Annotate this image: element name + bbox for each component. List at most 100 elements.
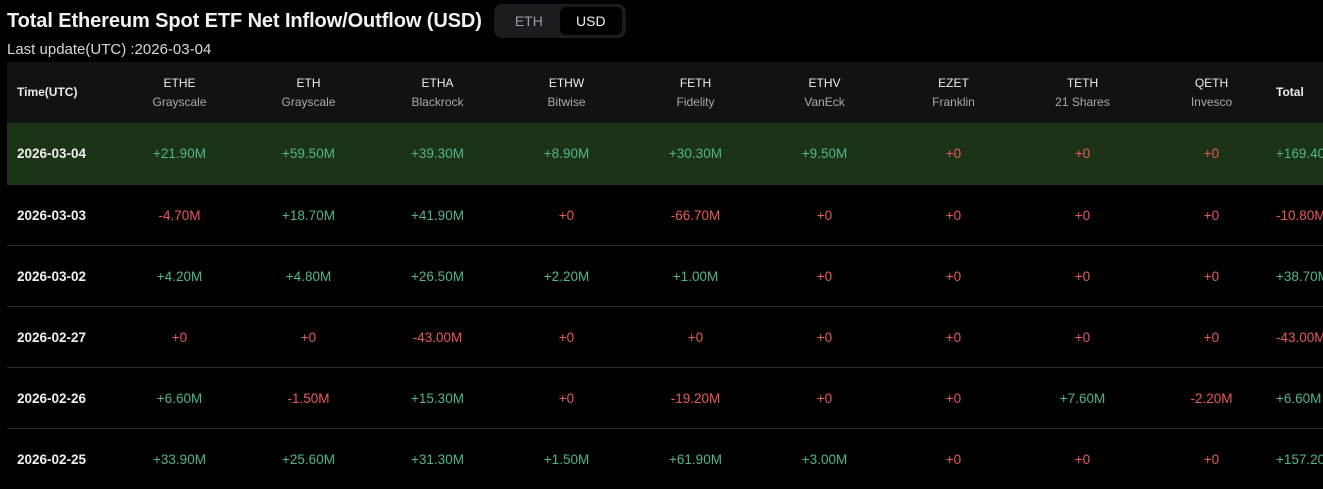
header-ticker: TETH [1066,75,1099,90]
row-date: 2026-02-26 [17,390,87,406]
header-ticker: ETHE [163,75,196,90]
flow-value-cell: +2.20M [543,268,590,284]
header-ticker: ETHV [808,75,841,90]
header-issuer: Fidelity [676,94,715,109]
header-ticker: ETH [296,75,321,90]
flow-value-cell: +0 [945,451,962,467]
row-date: 2026-02-25 [17,451,87,467]
flow-value-cell: +0 [1074,146,1091,161]
flow-value-cell: +0 [816,390,833,406]
flow-value-cell: +59.50M [282,146,335,161]
flow-value-cell: +0 [945,268,962,284]
header-ethv: ETHV VanEck [760,74,889,112]
header-issuer: Bitwise [547,94,586,109]
last-update-text: Last update(UTC) :2026-03-04 [7,41,212,58]
flow-value-cell: +8.90M [543,146,590,161]
flow-value-cell: +21.90M [153,146,206,161]
flow-value-cell: +0 [945,146,962,161]
flow-value-cell: +0 [1074,329,1091,345]
table-header-row: Time(UTC) ETHE Grayscale ETH Grayscale E… [7,62,1323,123]
header-issuer: Franklin [932,94,975,109]
flow-value-cell: +7.60M [1059,390,1106,406]
flow-value-cell: +0 [816,329,833,345]
currency-toggle: ETH USD [493,4,626,38]
flow-value-cell: +0 [300,329,317,345]
flow-value-cell: +4.20M [156,268,203,284]
header-issuer: Grayscale [281,94,336,109]
eth-toggle-button[interactable]: ETH [514,13,543,29]
flow-value-cell: +15.30M [411,390,464,406]
table-body: 2026-03-04 +21.90M +59.50M +39.30M +8.90M +30… [7,123,1323,489]
row-total-value: +6.60M [1276,390,1322,406]
header-ticker: FETH [679,75,712,90]
usd-toggle-button[interactable]: USD [559,7,622,35]
header-etha: ETHA Blackrock [373,74,502,112]
header-issuer: 21 Shares [1055,94,1110,109]
flow-value-cell: -66.70M [670,207,721,223]
table-row: 2026-02-27 +0 +0 -43.00M +0 +0 +0 +0 +0 +0 -43.00M [7,306,1323,367]
table-row: 2026-02-26 +6.60M -1.50M +15.30M +0 -19.20M +0… [7,367,1323,428]
flow-value-cell: +0 [1074,207,1091,223]
header-teth: TETH 21 Shares [1018,74,1147,112]
flow-value-cell: +0 [171,329,188,345]
flow-value-cell: +0 [945,207,962,223]
row-total-value: +157.20M [1276,451,1323,467]
table-row: 2026-03-02 +4.20M +4.80M +26.50M +2.20M +1.00… [7,245,1323,306]
header-issuer: Blackrock [411,94,464,109]
flow-value-cell: +30.30M [669,146,722,161]
table-row: 2026-03-04 +21.90M +59.50M +39.30M +8.90M +30… [7,123,1323,184]
flow-value-cell: +18.70M [282,207,335,223]
flow-value-cell: +0 [558,207,575,223]
row-date: 2026-02-27 [17,329,87,345]
flow-value-cell: -1.50M [287,390,330,406]
header-qeth: QETH Invesco [1147,74,1276,112]
flow-value-cell: +0 [558,390,575,406]
page-title: Total Ethereum Spot ETF Net Inflow/Outfl… [7,9,482,32]
header-ethe: ETHE Grayscale [115,74,244,112]
table-row: 2026-03-03 -4.70M +18.70M +41.90M +0 -66.70M +… [7,184,1323,245]
flow-value-cell: +33.90M [153,451,206,467]
header-ticker: ETHW [548,75,585,90]
row-total-value: +38.70M [1276,268,1323,284]
flow-value-cell: +31.30M [411,451,464,467]
flow-value-cell: +25.60M [282,451,335,467]
row-total-value: +169.40M [1276,146,1323,161]
row-total-value: -10.80M [1276,207,1323,223]
row-date: 2026-03-04 [17,146,87,161]
header-ezet: EZET Franklin [889,74,1018,112]
flow-value-cell: +0 [816,207,833,223]
header-ethw: ETHW Bitwise [502,74,631,112]
etf-flow-table: Time(UTC) ETHE Grayscale ETH Grayscale E… [7,62,1323,489]
flow-value-cell: +1.00M [672,268,719,284]
flow-value-cell: +0 [945,390,962,406]
flow-value-cell: -2.20M [1190,390,1233,406]
flow-value-cell: +26.50M [411,268,464,284]
flow-value-cell: +0 [1074,268,1091,284]
header-label: Time(UTC) [17,85,78,99]
flow-value-cell: +0 [558,329,575,345]
header-issuer: Grayscale [152,94,207,109]
table-row: 2026-02-25 +33.90M +25.60M +31.30M +1.50M +61… [7,428,1323,489]
flow-value-cell: +0 [1203,451,1220,467]
flow-value-cell: +0 [1203,146,1220,161]
title-bar: Total Ethereum Spot ETF Net Inflow/Outfl… [7,4,626,38]
header-issuer: VanEck [804,94,845,109]
flow-value-cell: +0 [945,329,962,345]
header-ticker: ETHA [421,75,454,90]
flow-value-cell: +0 [1203,329,1220,345]
flow-value-cell: +6.60M [156,390,203,406]
flow-value-cell: -43.00M [412,329,463,345]
header-issuer: Invesco [1190,94,1233,109]
flow-value-cell: -4.70M [158,207,201,223]
flow-value-cell: +0 [687,329,704,345]
flow-value-cell: +39.30M [411,146,464,161]
header-ticker: QETH [1194,75,1229,90]
flow-value-cell: +9.50M [801,146,848,161]
header-feth: FETH Fidelity [631,74,760,112]
flow-value-cell: +0 [1074,451,1091,467]
header-total: Total [1276,83,1323,102]
flow-value-cell: +0 [1203,268,1220,284]
header-label: Total [1276,85,1304,99]
flow-value-cell: +0 [816,268,833,284]
header-time: Time(UTC) [7,83,115,102]
